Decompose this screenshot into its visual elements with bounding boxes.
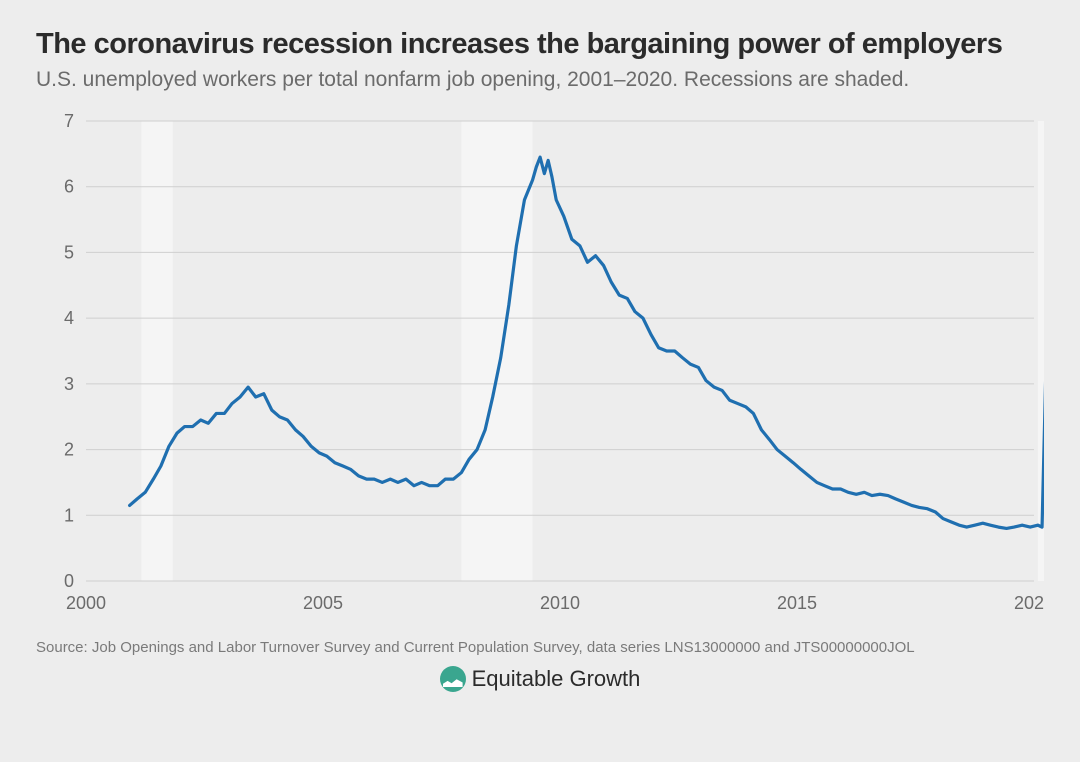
y-tick-label: 2 (64, 440, 74, 460)
brand-name: Equitable Growth (472, 666, 641, 692)
y-tick-label: 4 (64, 308, 74, 328)
recession-band (461, 121, 532, 581)
chart-area: 0 1 2 3 4 5 6 7 2000 2005 2010 2015 2020 (36, 111, 1044, 621)
y-tick-label: 7 (64, 111, 74, 131)
x-tick-label: 2005 (303, 593, 343, 613)
brand-footer: Equitable Growth (36, 666, 1044, 692)
y-tick-label: 0 (64, 571, 74, 591)
line-chart-svg: 0 1 2 3 4 5 6 7 2000 2005 2010 2015 2020 (36, 111, 1044, 621)
x-tick-label: 2015 (777, 593, 817, 613)
y-tick-label: 5 (64, 243, 74, 263)
y-tick-label: 1 (64, 506, 74, 526)
chart-source: Source: Job Openings and Labor Turnover … (36, 639, 1044, 656)
x-tick-label: 2010 (540, 593, 580, 613)
chart-subtitle: U.S. unemployed workers per total nonfar… (36, 67, 1044, 93)
y-tick-label: 6 (64, 177, 74, 197)
x-tick-label: 2020 (1014, 593, 1044, 613)
recession-band (141, 121, 172, 581)
y-tick-label: 3 (64, 374, 74, 394)
x-tick-label: 2000 (66, 593, 106, 613)
data-line (130, 157, 1044, 528)
brand-logo-icon (440, 666, 466, 692)
chart-title: The coronavirus recession increases the … (36, 28, 1044, 61)
